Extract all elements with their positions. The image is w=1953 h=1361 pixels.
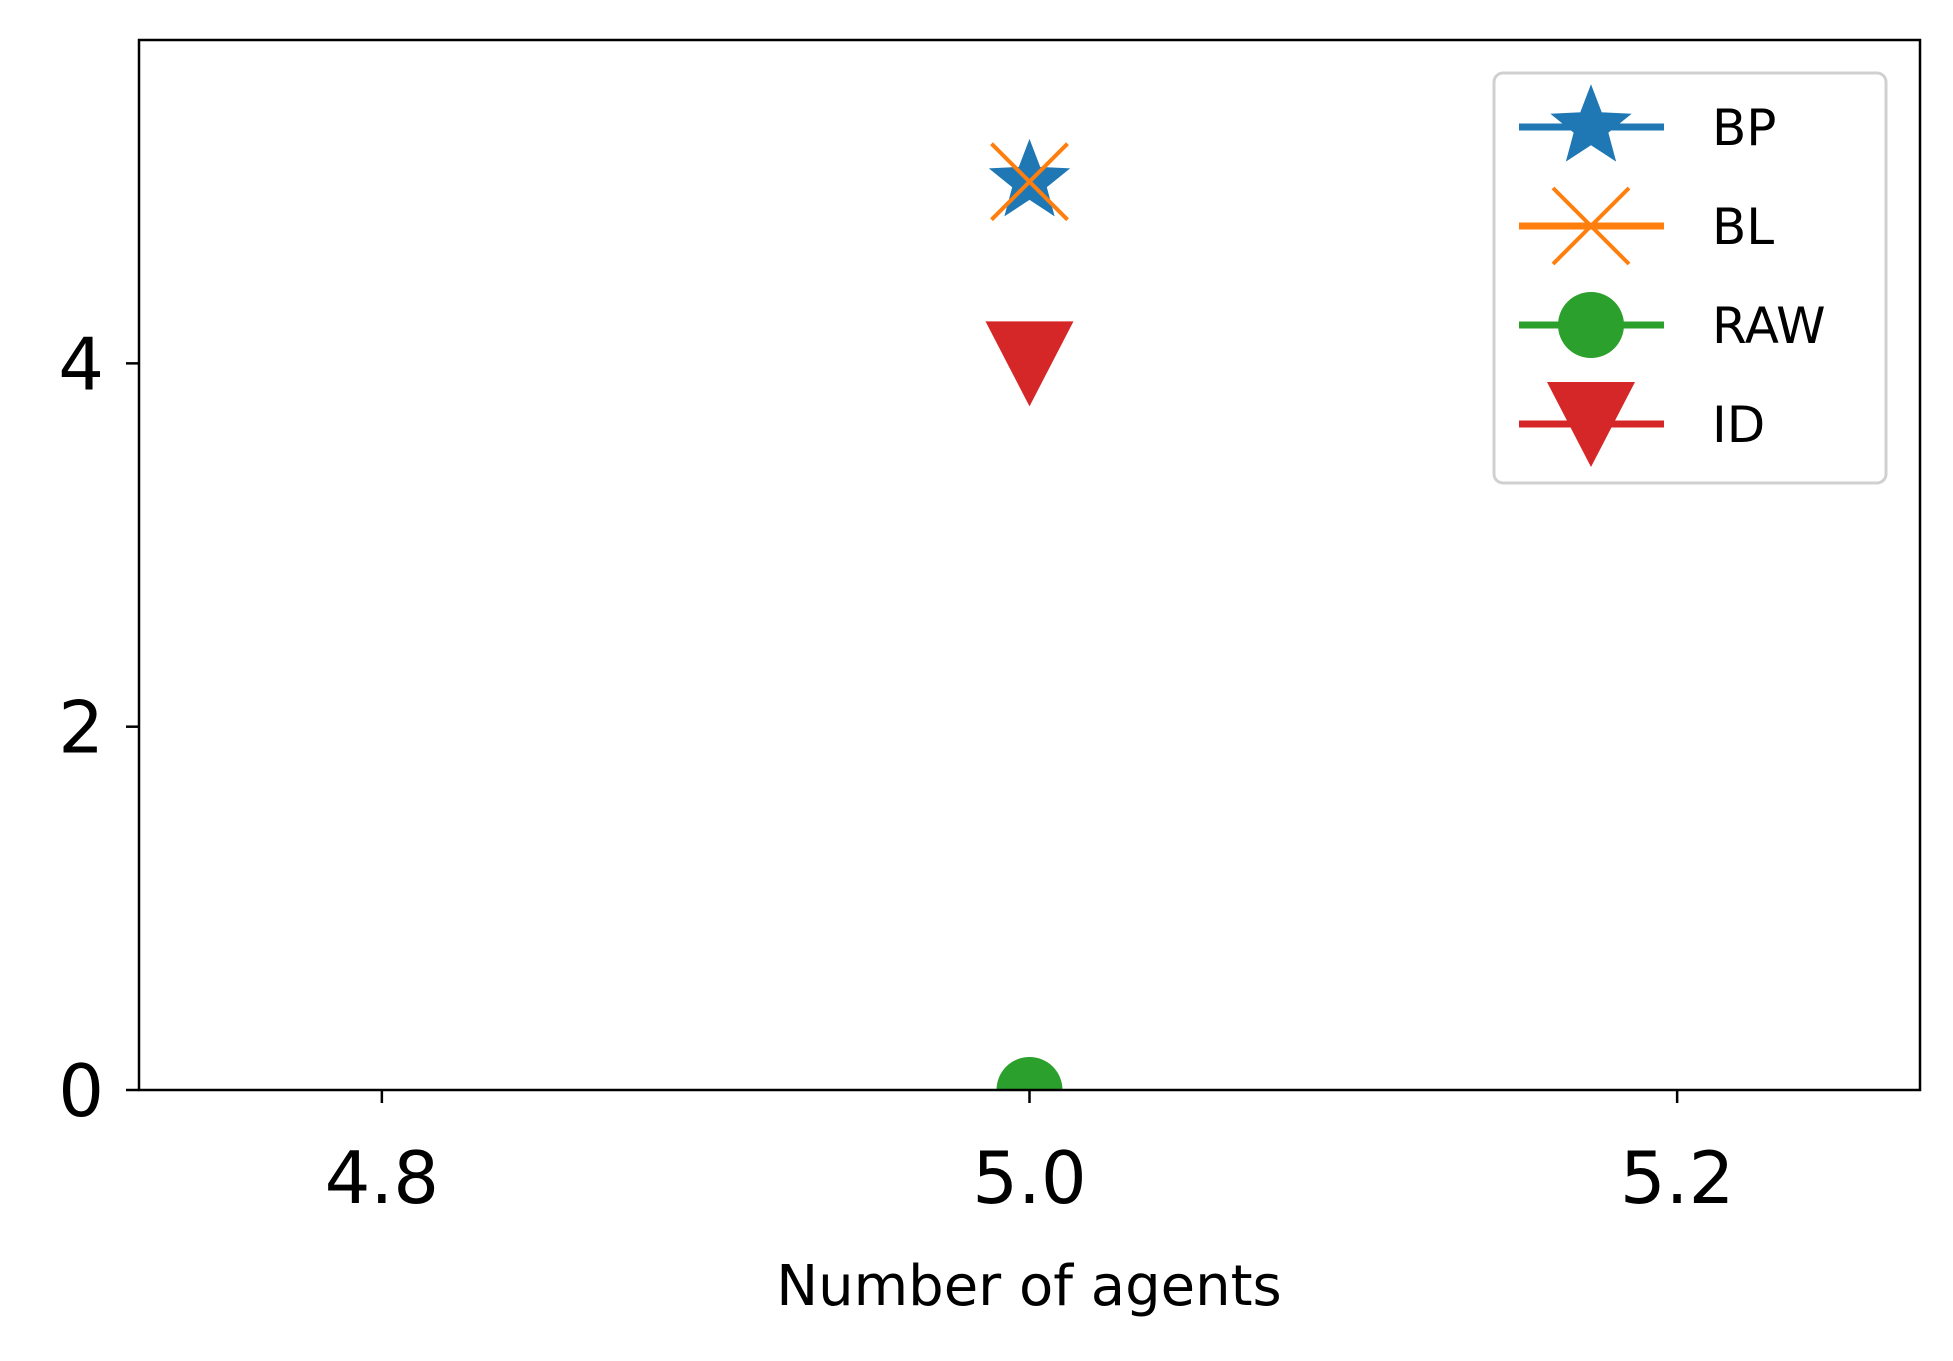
x-tick-label: 5.0 — [972, 1136, 1087, 1220]
data-point-id — [985, 321, 1074, 407]
x-tick-label: 5.2 — [1620, 1136, 1735, 1220]
x-tick-label: 4.8 — [325, 1136, 440, 1220]
y-tick-label: 4 — [58, 322, 104, 406]
data-points — [985, 138, 1074, 1090]
marks-layer — [985, 138, 1074, 1090]
legend-label-id: ID — [1712, 396, 1765, 454]
data-point-bl — [990, 142, 1069, 222]
legend-box — [1492, 71, 1888, 485]
legend-label-raw: RAW — [1712, 297, 1826, 355]
data-point-bp — [988, 138, 1071, 217]
legend-marker-raw — [1558, 292, 1624, 358]
legend: BP BL RAW ID — [1492, 71, 1888, 485]
y-tick-label: 0 — [58, 1049, 104, 1133]
x-axis-label: Number of agents — [776, 1254, 1281, 1319]
y-tick-label: 2 — [58, 686, 104, 770]
legend-label-bl: BL — [1712, 198, 1774, 256]
legend-label-bp: BP — [1712, 99, 1776, 157]
ticks-layer: 4.8 5.0 5.2 0 2 4 — [58, 322, 1734, 1220]
legend-marker-bp — [1550, 84, 1632, 162]
legend-marker-id — [1547, 382, 1635, 467]
legend-marker-bl — [1551, 186, 1631, 266]
data-point-raw — [996, 1057, 1063, 1090]
